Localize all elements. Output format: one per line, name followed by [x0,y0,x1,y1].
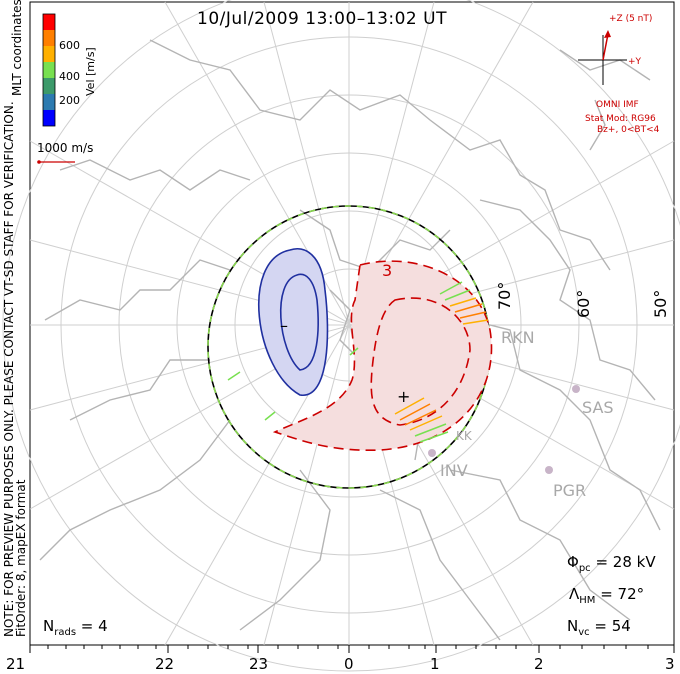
mlt-label-0: 0 [344,655,354,673]
stat-phi-pc: Φpc = 28 kV [567,553,656,574]
mlt-label-1: 1 [430,655,440,673]
map-title: 10/Jul/2009 13:00–13:02 UT [197,9,447,29]
cell-contour-label: 3 [382,261,392,280]
color-bar-7 [43,110,55,126]
color-bar-3 [43,46,55,62]
mlt-label-3: 3 [665,655,675,673]
imf-y-label: +Y [628,57,642,67]
radar-label-pgr: PGR [553,481,586,500]
mlt-axis: 21 22 23 0 1 2 3 [6,645,675,673]
radar-sites: RKN SAS INV PGR KK [428,328,614,500]
coordinates-label: MLT coordinates [10,0,24,96]
mlt-label-2: 2 [534,655,544,673]
cell-max-symbol: + [397,387,410,406]
color-bar-1 [43,14,55,30]
dusk-cell: – [258,248,329,396]
imf-z-label: +Z (5 nT) [609,14,652,24]
radar-label-sas: SAS [582,398,614,417]
dawn-cell: 3 + [272,260,493,452]
color-tick-200: 200 [59,94,80,107]
lat-label-60: 60° [574,290,593,318]
radar-label-rkn: RKN [501,328,535,347]
color-bar-6 [43,94,55,110]
radar-marker-sas [572,385,580,393]
imf-condition: Bz+, 0<BT<4 [597,125,660,135]
cell-min-symbol: – [280,316,288,335]
stat-n-vc: Nvc = 54 [567,617,631,638]
preview-note: NOTE: FOR PREVIEW PURPOSES ONLY. PLEASE … [2,101,16,637]
color-tick-600: 600 [59,39,80,52]
radar-marker-inv [428,449,436,457]
color-bar-5 [43,78,55,94]
lat-label-70: 70° [495,282,514,310]
radar-label-inv: INV [440,461,468,480]
color-bar-4 [43,62,55,78]
color-tick-400: 400 [59,70,80,83]
mlt-label-22: 22 [155,655,174,673]
lat-label-50: 50° [651,290,670,318]
vector-scale: 1000 m/s [37,141,93,164]
velocity-vectors [227,281,489,443]
stat-n-rads: Nrads = 4 [43,617,108,638]
mlt-label-23: 23 [249,655,268,673]
mlt-label-21: 21 [6,655,25,673]
velocity-color-scale: 600 400 200 Vel [m/s] [42,13,97,127]
map-statistics: Φpc = 28 kV ΛHM = 72° Nvc = 54 Nrads = 4 [43,553,656,638]
color-scale-label: Vel [m/s] [84,47,97,96]
radar-marker-pgr [545,466,553,474]
imf-source: OMNI IMF [596,100,639,110]
color-bar-2 [43,30,55,46]
imf-dial: +Z (5 nT) +Y OMNI IMF Stat Mod: RG96 Bz+… [578,14,660,135]
imf-model: Stat Mod: RG96 [585,114,656,124]
radar-label-kk: KK [456,429,473,443]
stat-lambda-hm: ΛHM = 72° [569,585,644,606]
coastlines [39,39,661,641]
vector-scale-label: 1000 m/s [37,141,93,155]
fit-order-info: FitOrder: 8, mapEX format [14,479,28,637]
